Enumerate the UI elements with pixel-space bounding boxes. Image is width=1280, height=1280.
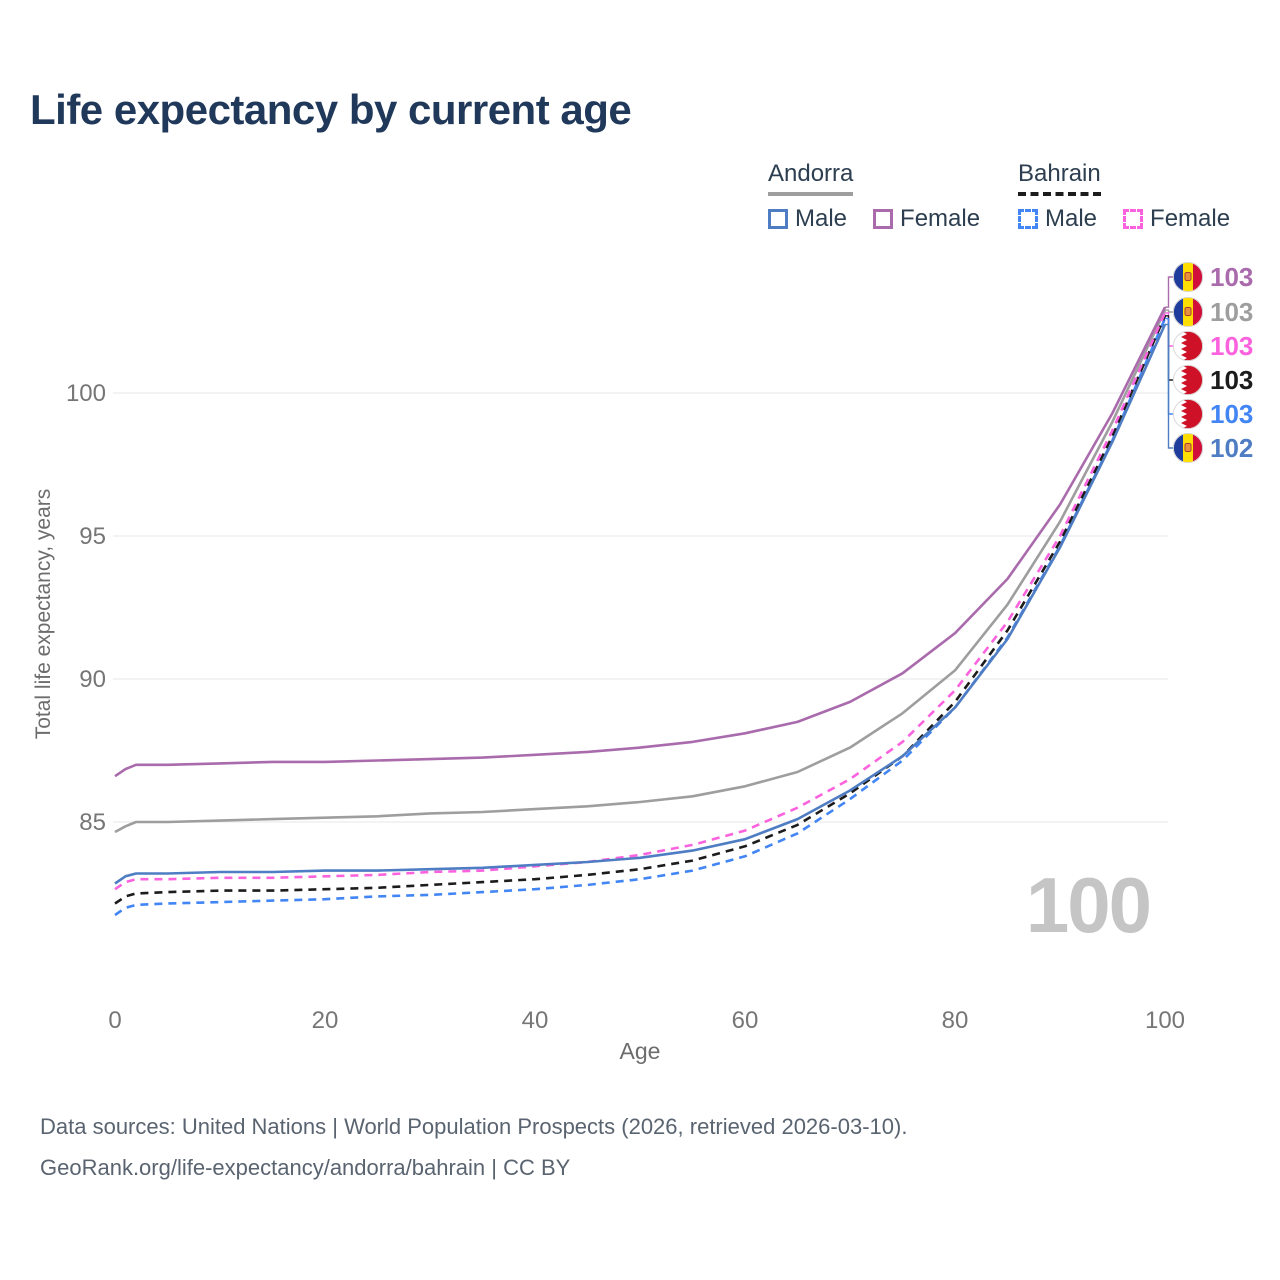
series-end-label-andorra-female: 103 [1210,262,1253,292]
legend-swatch-andorra-female [873,209,894,229]
legend-item-bahrain-female[interactable]: Female [1123,205,1230,233]
legend-label-andorra-female: Female [900,205,981,232]
line-bahrain-total [114,315,1167,905]
flag-andorra-icon [1172,296,1204,328]
flag-andorra-icon [1172,432,1204,464]
line-bahrain-female [114,312,1167,891]
x-tick-label: 100 [1145,1007,1185,1034]
legend-swatch-andorra-male [768,209,788,229]
legend-country-andorra[interactable]: Andorra [768,160,854,196]
flag-bahrain-icon [1172,330,1204,362]
legend-swatch-bahrain-female [1123,209,1144,229]
series-end-label-bahrain-male: 103 [1210,399,1253,429]
x-tick-label: 0 [108,1007,121,1034]
series-end-label-bahrain-female: 103 [1210,331,1253,361]
end-connector-andorra-male [1165,323,1173,449]
legend-swatch-bahrain-male [1018,209,1038,229]
footer-data-sources: Data sources: United Nations | World Pop… [40,1114,908,1139]
legend-item-andorra-female[interactable]: Female [873,205,980,233]
flag-bahrain-icon [1172,398,1204,430]
x-axis-title: Age [619,1038,661,1064]
line-andorra-male [114,323,1167,885]
line-andorra-total [114,309,1167,834]
y-tick-label: 90 [79,666,106,693]
x-tick-label: 80 [942,1007,969,1034]
x-tick-label: 20 [312,1007,339,1034]
footer-attribution: GeoRank.org/life-expectancy/andorra/bahr… [40,1155,571,1180]
series-end-label-andorra-male: 102 [1210,433,1253,463]
legend-items-andorra: Male Female [768,205,980,233]
legend-group-bahrain: Bahrain Male Female [1018,160,1230,233]
y-tick-label: 95 [79,523,106,550]
footer: Data sources: United Nations | World Pop… [40,1106,907,1188]
end-connector-andorra-female [1165,276,1173,308]
legend-items-bahrain: Male Female [1018,205,1230,233]
x-tick-label: 40 [522,1007,549,1034]
legend-country-bahrain[interactable]: Bahrain [1018,160,1101,196]
legend-group-andorra: Andorra Male Female [768,160,980,233]
age-counter: 100 [1025,861,1152,949]
flag-bahrain-icon [1172,364,1204,396]
series-end-label-bahrain-total: 103 [1210,365,1253,395]
y-tick-label: 85 [79,809,106,836]
line-bahrain-male [114,318,1167,917]
legend-label-bahrain-female: Female [1150,205,1231,232]
y-tick-label: 100 [66,380,106,407]
flag-andorra-icon [1172,261,1204,293]
line-andorra-female [114,306,1167,778]
x-tick-label: 60 [732,1007,759,1034]
end-connector-andorra-total [1165,309,1173,313]
series-end-label-andorra-total: 103 [1210,297,1253,327]
legend-label-bahrain-male: Male [1045,205,1098,232]
page-title: Life expectancy by current age [30,86,632,133]
legend-item-andorra-male[interactable]: Male [768,205,847,233]
legend-item-bahrain-male[interactable]: Male [1018,205,1097,233]
legend-label-andorra-male: Male [795,205,848,232]
